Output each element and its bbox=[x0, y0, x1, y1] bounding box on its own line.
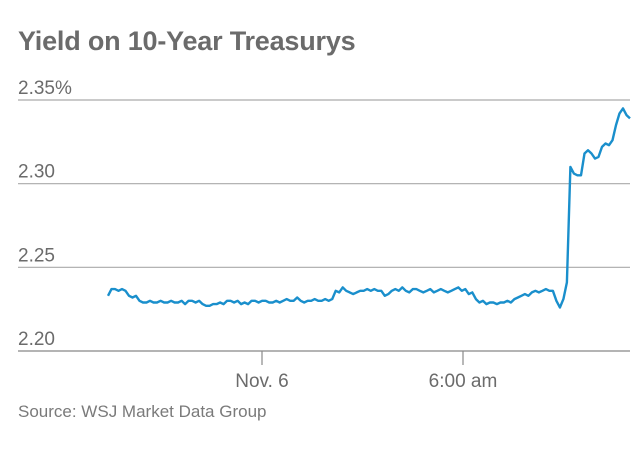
series-layer bbox=[106, 107, 631, 309]
y-tick-label: 2.35% bbox=[18, 78, 72, 99]
grid-layer bbox=[18, 99, 630, 352]
chart-title: Yield on 10-Year Treasurys bbox=[18, 26, 356, 56]
source-note: Source: WSJ Market Data Group bbox=[18, 402, 267, 421]
x-axis: Nov. 6 6:00 am bbox=[235, 351, 497, 392]
y-axis-labels: 2.35% 2.30 2.25 2.20 bbox=[18, 78, 72, 350]
series-line bbox=[106, 107, 631, 309]
x-tick-label: Nov. 6 bbox=[235, 371, 289, 392]
y-tick-label: 2.25 bbox=[18, 245, 55, 266]
x-tick-label: 6:00 am bbox=[429, 371, 498, 392]
y-tick-label: 2.20 bbox=[18, 329, 55, 350]
y-tick-label: 2.30 bbox=[18, 162, 55, 183]
